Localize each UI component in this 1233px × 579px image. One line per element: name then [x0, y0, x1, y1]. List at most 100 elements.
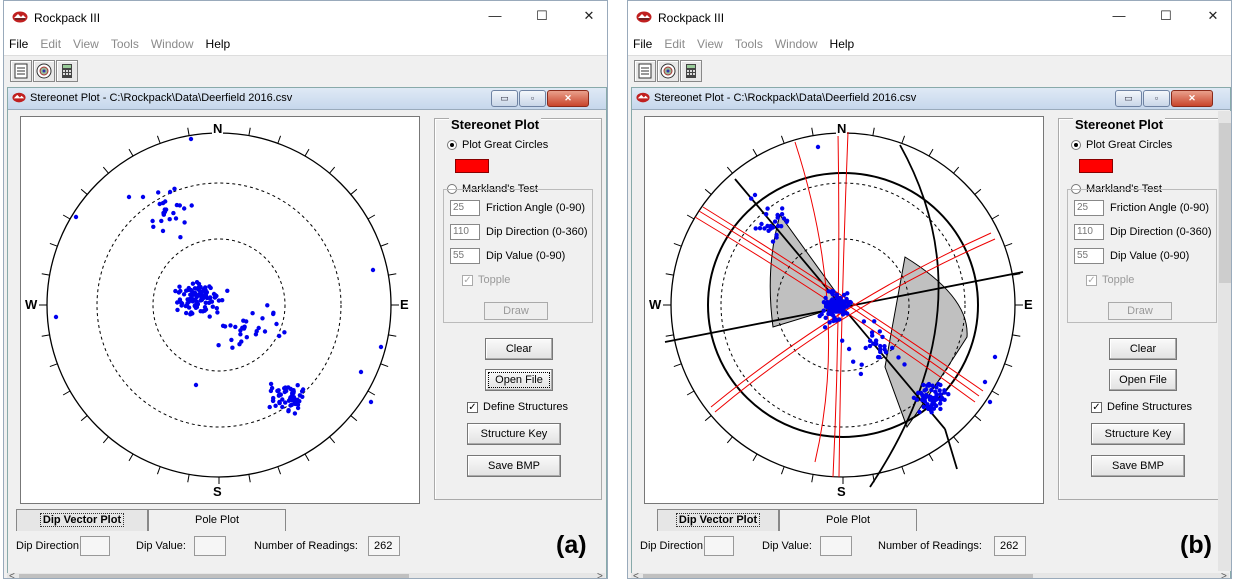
rockpack-logo-icon: [636, 11, 652, 23]
dip-value-field[interactable]: 55: [1074, 248, 1104, 264]
draw-button[interactable]: Draw: [1108, 302, 1172, 320]
dip-vector-point: [922, 388, 927, 393]
scroll-right-icon[interactable]: >: [1221, 571, 1227, 579]
friction-angle-label: Friction Angle (0-90): [1110, 202, 1210, 214]
tick-mark: [928, 148, 934, 157]
tab-dip-vector-plot[interactable]: Dip Vector Plot: [16, 509, 148, 531]
dip-vector-point: [780, 206, 785, 211]
define-structures-checkbox[interactable]: ✓ Define Structures: [1091, 401, 1192, 413]
open-file-button[interactable]: Open File: [485, 369, 553, 391]
child-title-bar[interactable]: Stereonet Plot - C:\Rockpack\Data\Deerfi…: [8, 88, 606, 110]
child-close-button[interactable]: ✕: [1171, 90, 1213, 107]
save-bmp-button[interactable]: Save BMP: [1091, 455, 1185, 477]
menu-tools[interactable]: Tools: [110, 37, 139, 51]
save-bmp-button[interactable]: Save BMP: [467, 455, 561, 477]
document-icon[interactable]: [634, 60, 656, 82]
stereonet-plot[interactable]: N S W E: [20, 116, 420, 504]
dip-vector-point: [184, 310, 189, 316]
topple-checkbox[interactable]: ✓ Topple: [462, 274, 510, 286]
dip-vector-point: [830, 303, 835, 308]
dip-vector-point: [815, 144, 821, 150]
friction-angle-field[interactable]: 25: [1074, 200, 1104, 216]
great-circle-color-swatch[interactable]: [455, 159, 489, 173]
dip-vector-point: [160, 228, 166, 234]
child-title-bar[interactable]: Stereonet Plot - C:\Rockpack\Data\Deerfi…: [632, 88, 1230, 110]
wedge-fill-east: [884, 256, 968, 429]
dip-vector-point: [163, 207, 169, 212]
child-maximize-button[interactable]: ▫: [1143, 90, 1170, 107]
scroll-thumb[interactable]: [1219, 123, 1231, 283]
menu-help[interactable]: Help: [205, 37, 231, 51]
plot-great-circles-radio[interactable]: Plot Great Circles: [447, 139, 548, 151]
dip-value-field[interactable]: 55: [450, 248, 480, 264]
panel-title: Stereonet Plot: [1073, 117, 1166, 132]
scroll-thumb[interactable]: [643, 574, 1033, 578]
menu-file[interactable]: File: [9, 37, 29, 51]
north-label: N: [836, 121, 848, 136]
minimize-button[interactable]: —: [1112, 8, 1126, 23]
great-circle-color-swatch[interactable]: [1079, 159, 1113, 173]
tab-pole-plot[interactable]: Pole Plot: [779, 509, 917, 531]
rockpack-logo-icon: [636, 92, 650, 103]
open-file-button[interactable]: Open File: [1109, 369, 1177, 391]
dip-vector-point: [282, 386, 287, 391]
menu-view[interactable]: View: [73, 37, 99, 51]
close-button[interactable]: ✕: [583, 8, 595, 23]
dip-vector-point: [917, 409, 922, 415]
menu-window[interactable]: Window: [774, 37, 818, 51]
dip-vector-point: [244, 319, 249, 324]
menu-window[interactable]: Window: [150, 37, 194, 51]
title-bar[interactable]: Rockpack III — ☐ ✕: [4, 1, 607, 33]
topple-checkbox[interactable]: ✓ Topple: [1086, 274, 1134, 286]
dip-direction-field[interactable]: 110: [1074, 224, 1104, 240]
minimize-button[interactable]: —: [488, 8, 502, 23]
menu-file[interactable]: File: [633, 37, 653, 51]
scroll-right-icon[interactable]: >: [597, 571, 603, 579]
menu-tools[interactable]: Tools: [734, 37, 763, 51]
markland-group: 25 Friction Angle (0-90) 110 Dip Direction…: [1067, 189, 1217, 323]
stereonet-icon[interactable]: [657, 60, 679, 82]
tab-pole-plot[interactable]: Pole Plot: [148, 509, 286, 531]
clear-button[interactable]: Clear: [485, 338, 553, 360]
title-bar[interactable]: Rockpack III — ☐ ✕: [628, 1, 1231, 33]
dip-vector-point: [209, 299, 215, 304]
draw-button[interactable]: Draw: [484, 302, 548, 320]
friction-angle-field[interactable]: 25: [450, 200, 480, 216]
document-icon[interactable]: [10, 60, 32, 82]
calculator-icon[interactable]: [56, 60, 78, 82]
child-maximize-button[interactable]: ▫: [519, 90, 546, 107]
child-minimize-button[interactable]: ▭: [1115, 90, 1142, 107]
south-label: S: [212, 484, 223, 499]
tab-dip-vector-plot[interactable]: Dip Vector Plot: [657, 509, 779, 531]
dip-vector-point: [942, 397, 947, 402]
horizontal-scrollbar[interactable]: < >: [631, 571, 1229, 579]
plot-great-circles-radio[interactable]: Plot Great Circles: [1071, 139, 1172, 151]
menu-view[interactable]: View: [697, 37, 723, 51]
close-button[interactable]: ✕: [1207, 8, 1219, 23]
dip-vector-point: [175, 307, 180, 313]
dip-vector-point: [827, 309, 832, 315]
maximize-button[interactable]: ☐: [1160, 8, 1172, 23]
dip-direction-field[interactable]: 110: [450, 224, 480, 240]
menu-edit[interactable]: Edit: [664, 37, 686, 51]
stereonet-plot[interactable]: N S W E: [644, 116, 1044, 504]
scroll-left-icon[interactable]: <: [9, 571, 15, 579]
structure-key-button[interactable]: Structure Key: [467, 423, 561, 445]
clear-button[interactable]: Clear: [1109, 338, 1177, 360]
vertical-scrollbar[interactable]: [1218, 111, 1231, 571]
dip-vector-point: [175, 300, 180, 305]
calculator-icon[interactable]: [680, 60, 702, 82]
menu-help[interactable]: Help: [829, 37, 855, 51]
horizontal-scrollbar[interactable]: < >: [7, 571, 605, 579]
scroll-thumb[interactable]: [19, 574, 409, 578]
dip-vector-point: [839, 300, 844, 305]
maximize-button[interactable]: ☐: [536, 8, 548, 23]
child-minimize-button[interactable]: ▭: [491, 90, 518, 107]
stereonet-icon[interactable]: [33, 60, 55, 82]
checkmark-icon: ✓: [1091, 401, 1102, 413]
structure-key-button[interactable]: Structure Key: [1091, 423, 1185, 445]
define-structures-checkbox[interactable]: ✓ Define Structures: [467, 401, 568, 413]
scroll-left-icon[interactable]: <: [633, 571, 639, 579]
child-close-button[interactable]: ✕: [547, 90, 589, 107]
menu-edit[interactable]: Edit: [40, 37, 62, 51]
